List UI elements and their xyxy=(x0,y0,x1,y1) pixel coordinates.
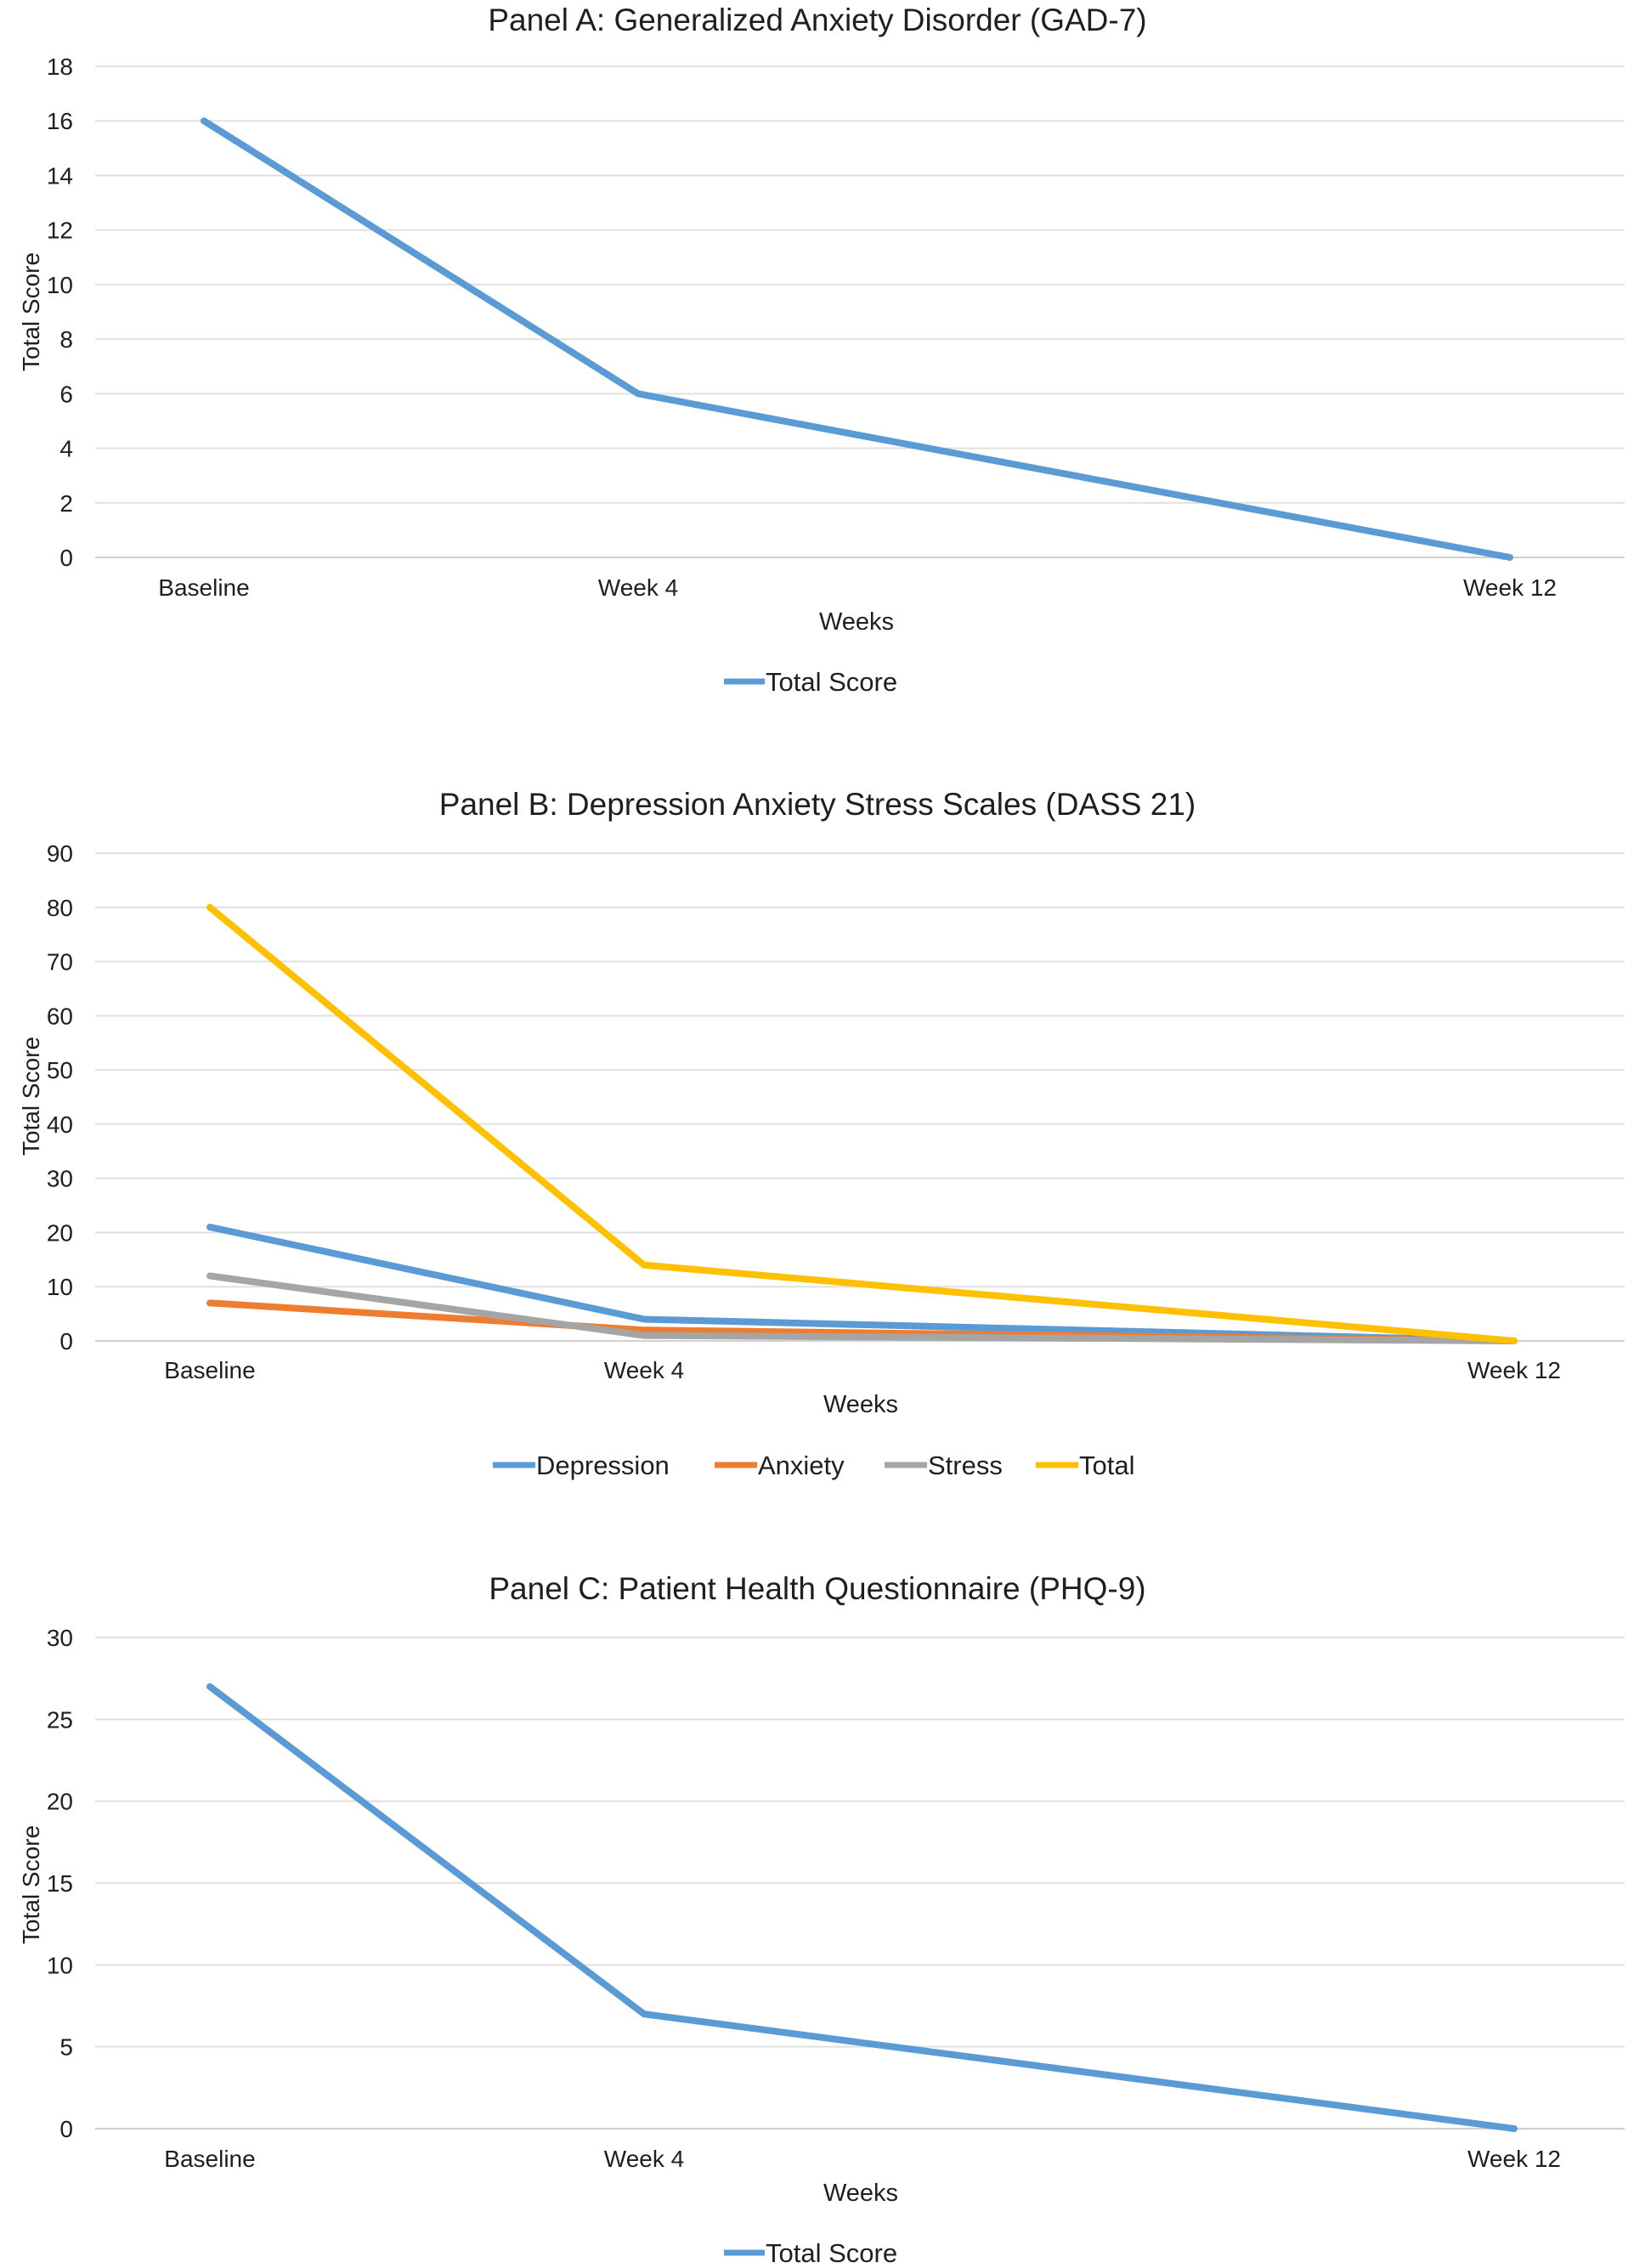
y-tick-label: 6 xyxy=(59,381,73,407)
series-lines xyxy=(206,903,1518,1344)
legend-label: Total Score xyxy=(766,667,897,697)
x-tick-label: Baseline xyxy=(164,1357,255,1383)
legend-label: Depression xyxy=(536,1451,670,1480)
x-tick-label: Week 12 xyxy=(1463,574,1557,601)
y-tick-label: 0 xyxy=(59,545,73,571)
y-tick-label: 30 xyxy=(47,1625,73,1651)
y-tick-label: 50 xyxy=(47,1057,73,1083)
x-axis-label: Weeks xyxy=(823,1391,898,1418)
y-tick-label: 10 xyxy=(47,1274,73,1300)
x-axis-label: Weeks xyxy=(819,608,894,636)
chart-title: Panel A: Generalized Anxiety Disorder (G… xyxy=(488,3,1146,37)
legend-label: Stress xyxy=(928,1451,1003,1480)
legend: Depression Anxiety Stress Total xyxy=(493,1451,1134,1480)
y-axis-label: Total Score xyxy=(18,1037,44,1156)
chart-title: Panel C: Patient Health Questionnaire (P… xyxy=(489,1571,1145,1606)
x-tick-label: Week 4 xyxy=(598,574,678,601)
x-tick-label: Baseline xyxy=(164,2146,255,2172)
y-tick-label: 2 xyxy=(59,490,73,517)
y-tick-label: 25 xyxy=(47,1706,73,1733)
x-tick-label: Week 12 xyxy=(1467,1357,1561,1383)
gridlines xyxy=(95,1637,1625,2129)
series-lines xyxy=(201,117,1513,561)
y-tick-label: 8 xyxy=(59,326,73,353)
legend-label: Anxiety xyxy=(758,1451,845,1480)
y-axis-ticks: 0 2 4 6 8 10 12 14 16 18 xyxy=(47,54,73,571)
x-tick-label: Week 12 xyxy=(1467,2146,1561,2172)
y-tick-label: 16 xyxy=(47,108,73,134)
gridlines xyxy=(95,852,1625,1342)
y-tick-label: 20 xyxy=(47,1789,73,1815)
series-line xyxy=(206,1683,1518,2132)
y-axis-label: Total Score xyxy=(18,252,44,371)
y-axis-label: Total Score xyxy=(18,1825,44,1944)
legend: Total Score xyxy=(724,2238,897,2268)
panel-a: Panel A: Generalized Anxiety Disorder (G… xyxy=(18,3,1625,697)
panel-c: Panel C: Patient Health Questionnaire (P… xyxy=(18,1571,1625,2268)
y-tick-label: 70 xyxy=(47,949,73,976)
panel-b: Panel B: Depression Anxiety Stress Scale… xyxy=(18,787,1625,1480)
y-tick-label: 10 xyxy=(47,272,73,298)
y-tick-label: 60 xyxy=(47,1003,73,1029)
y-tick-label: 0 xyxy=(59,2116,73,2142)
x-tick-label: Week 4 xyxy=(604,1357,684,1383)
y-tick-label: 20 xyxy=(47,1219,73,1246)
legend: Total Score xyxy=(724,667,897,697)
legend-label: Total xyxy=(1079,1451,1134,1480)
chart-title: Panel B: Depression Anxiety Stress Scale… xyxy=(439,787,1196,822)
gridlines xyxy=(95,65,1625,558)
y-tick-label: 10 xyxy=(47,1952,73,1978)
y-axis-ticks: 0 5 10 15 20 25 30 xyxy=(47,1625,73,2142)
legend-label: Total Score xyxy=(766,2238,897,2268)
y-tick-label: 18 xyxy=(47,54,73,80)
x-axis-label: Weeks xyxy=(823,2180,898,2207)
y-tick-label: 80 xyxy=(47,895,73,921)
y-tick-label: 5 xyxy=(59,2034,73,2061)
y-tick-label: 4 xyxy=(59,436,73,462)
y-tick-label: 0 xyxy=(59,1328,73,1355)
y-tick-label: 12 xyxy=(47,218,73,244)
y-tick-label: 90 xyxy=(47,840,73,867)
y-tick-label: 15 xyxy=(47,1870,73,1897)
y-tick-label: 30 xyxy=(47,1166,73,1192)
x-tick-label: Baseline xyxy=(158,574,249,601)
y-axis-ticks: 0 10 20 30 40 50 60 70 80 90 xyxy=(47,840,73,1355)
series-lines xyxy=(206,1683,1518,2132)
x-tick-label: Week 4 xyxy=(604,2146,684,2172)
y-tick-label: 14 xyxy=(47,162,73,189)
y-tick-label: 40 xyxy=(47,1111,73,1138)
